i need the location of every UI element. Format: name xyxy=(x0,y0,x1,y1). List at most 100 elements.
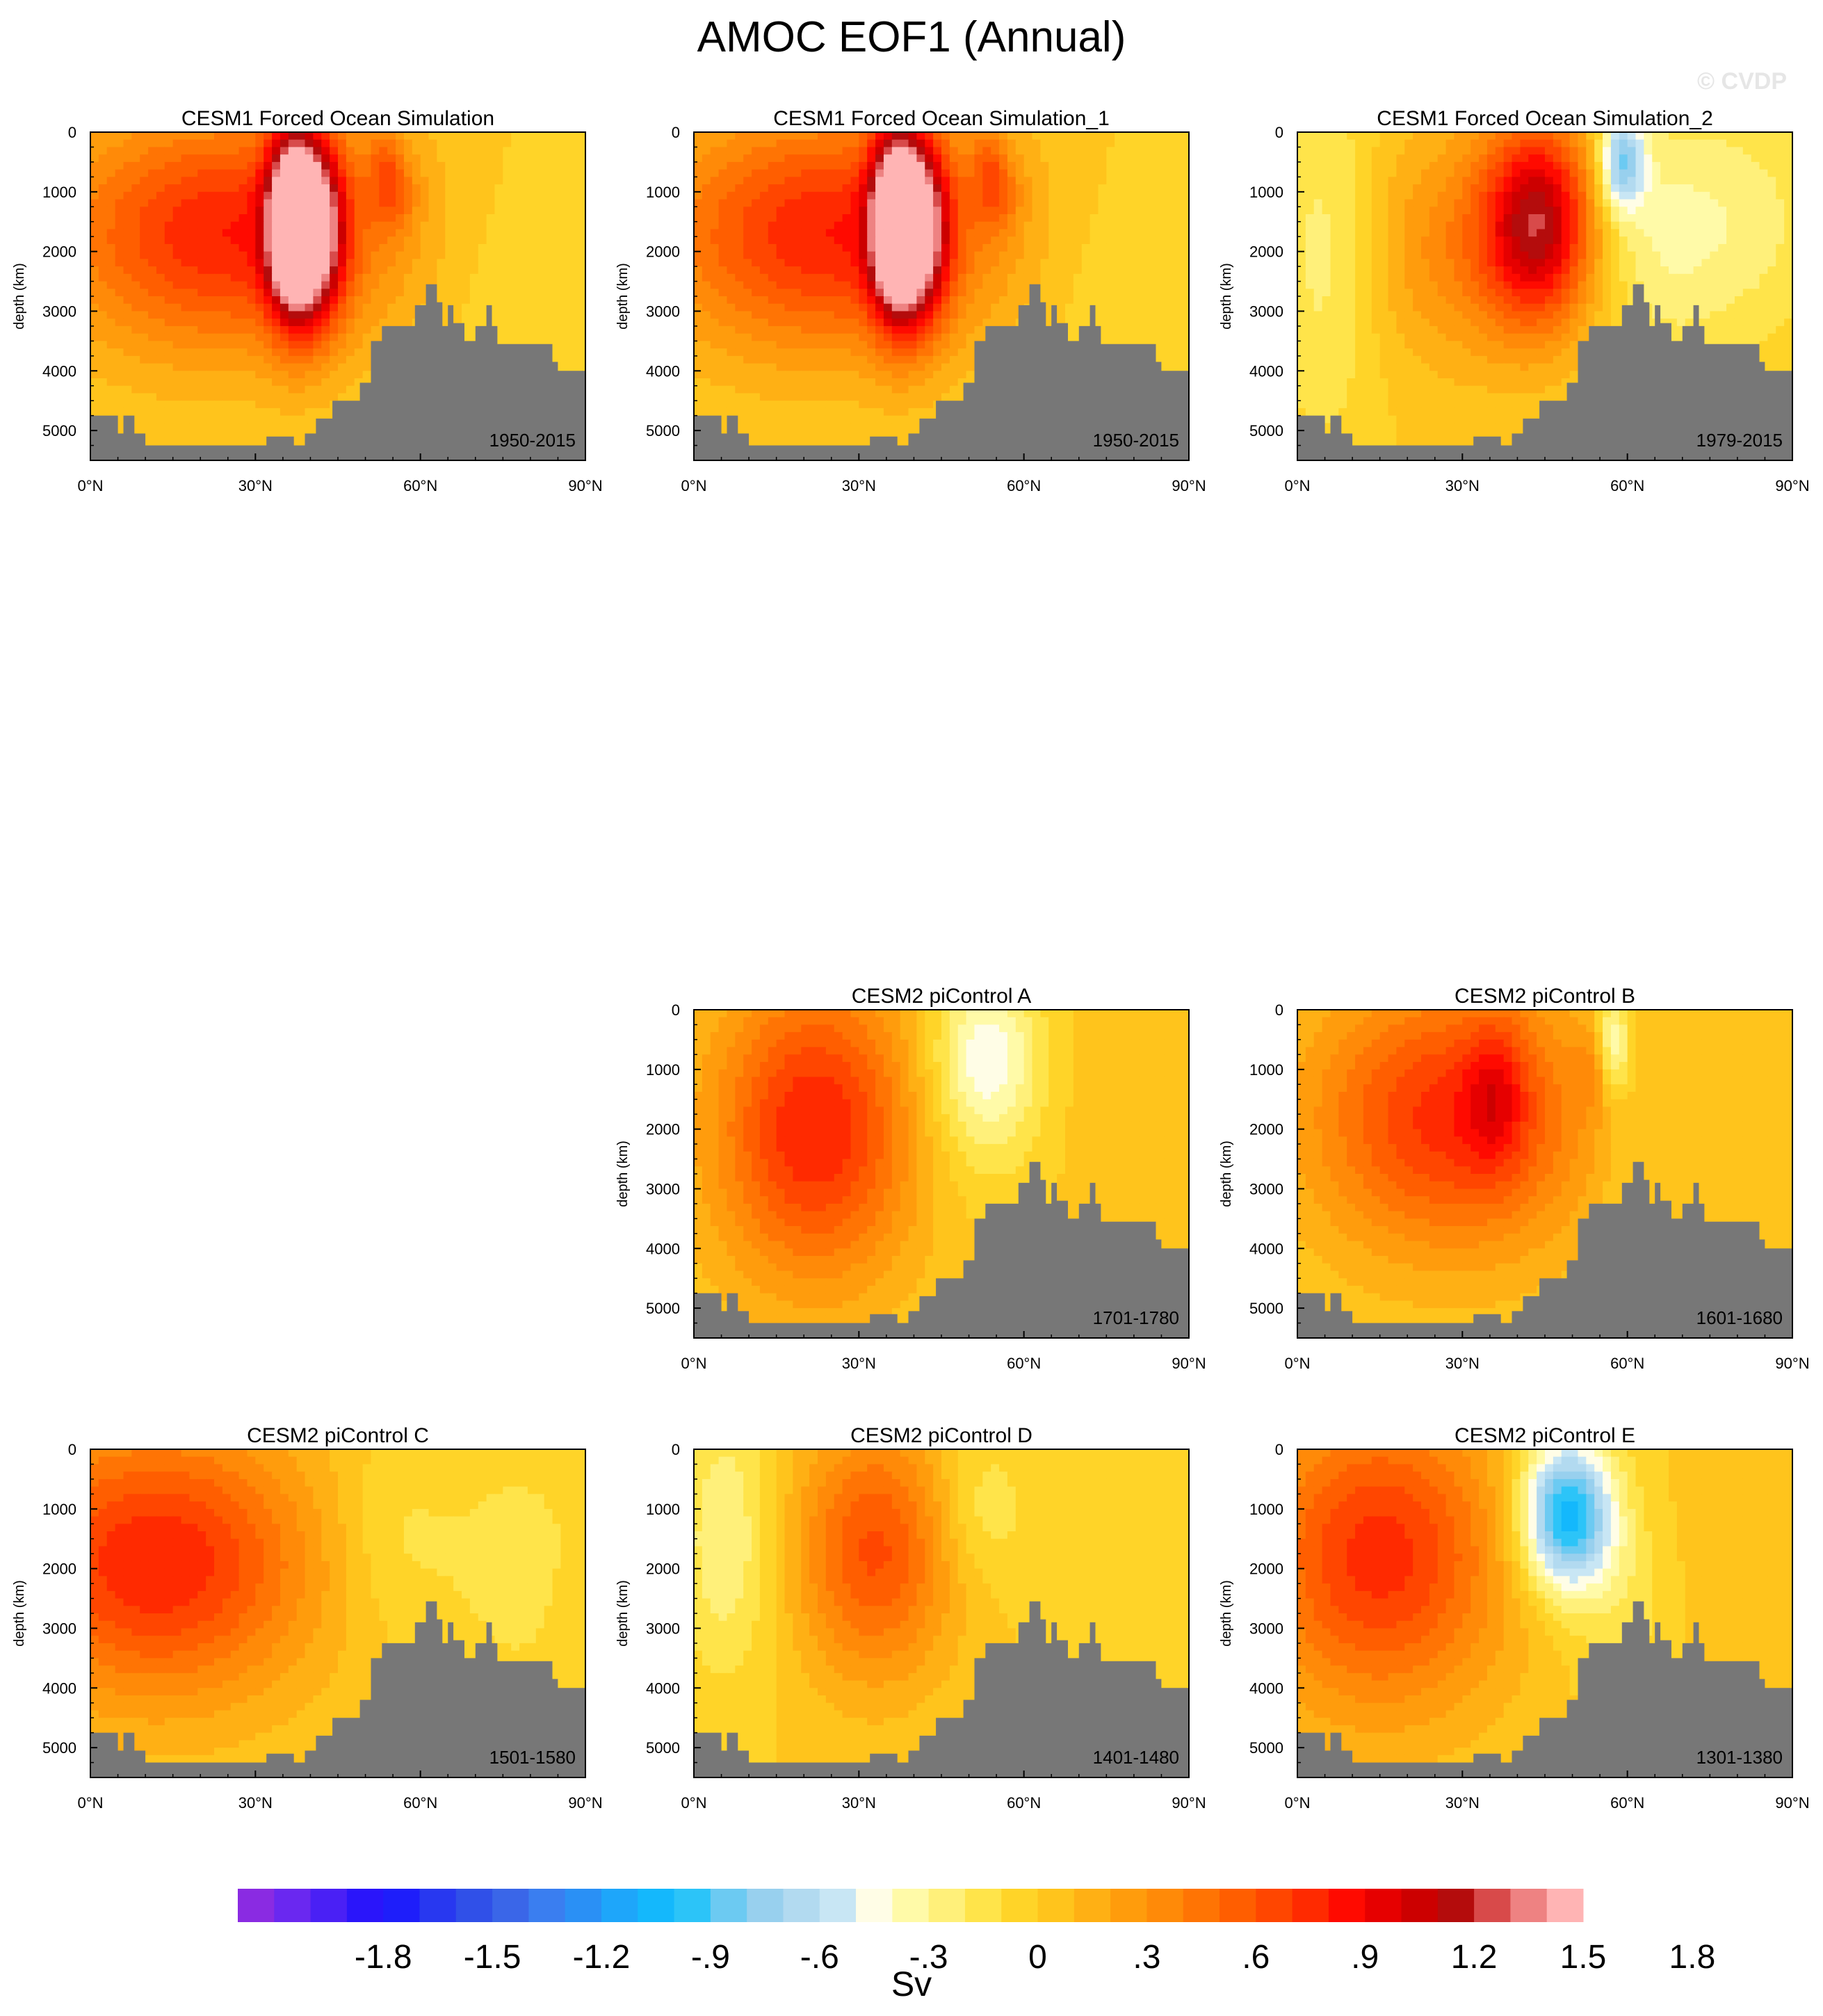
field-cell xyxy=(1089,214,1099,223)
field-cell xyxy=(247,430,256,439)
field-cell xyxy=(1106,207,1115,215)
field-cell xyxy=(834,311,843,319)
field-cell xyxy=(486,266,496,275)
field-cell xyxy=(197,430,206,439)
field-cell xyxy=(527,303,537,312)
field-cell xyxy=(560,161,569,170)
field-cell xyxy=(569,318,578,327)
field-cell xyxy=(966,139,975,148)
field-cell xyxy=(189,371,198,379)
field-cell xyxy=(338,281,347,289)
field-cell xyxy=(957,229,967,237)
field-cell xyxy=(330,259,339,267)
field-cell xyxy=(189,236,198,245)
field-cell xyxy=(875,243,884,252)
field-cell xyxy=(98,251,108,259)
field-cell xyxy=(801,243,810,252)
field-cell xyxy=(1023,243,1033,252)
field-cell xyxy=(544,154,553,163)
field-cell xyxy=(991,207,1000,215)
field-cell xyxy=(842,273,852,282)
field-cell xyxy=(206,184,215,193)
field-cell xyxy=(222,169,232,177)
field-cell xyxy=(966,161,975,170)
field-cell xyxy=(933,303,942,312)
field-cell xyxy=(503,281,512,289)
field-cell xyxy=(189,139,198,148)
field-cell xyxy=(387,221,396,230)
field-cell xyxy=(330,139,339,148)
field-cell xyxy=(1181,311,1190,319)
field-cell xyxy=(768,318,777,327)
field-cell xyxy=(197,393,206,401)
field-cell xyxy=(305,214,314,223)
field-cell xyxy=(412,177,421,185)
field-cell xyxy=(908,363,917,371)
field-cell xyxy=(123,199,132,207)
field-cell xyxy=(825,318,835,327)
field-cell xyxy=(759,348,769,357)
field-cell xyxy=(743,348,752,357)
field-cell xyxy=(279,147,289,155)
field-cell xyxy=(1164,243,1173,252)
field-cell xyxy=(396,296,405,305)
field-cell xyxy=(214,363,223,371)
field-cell xyxy=(702,154,711,163)
field-cell xyxy=(1073,325,1083,334)
field-cell xyxy=(1181,221,1190,230)
field-cell xyxy=(462,281,471,289)
field-cell xyxy=(148,147,157,155)
field-cell xyxy=(552,191,561,200)
field-cell xyxy=(98,296,108,305)
field-cell xyxy=(428,184,437,193)
field-cell xyxy=(197,273,206,282)
field-cell xyxy=(908,333,917,341)
field-cell xyxy=(346,259,355,267)
field-cell xyxy=(1098,207,1107,215)
field-cell xyxy=(949,378,959,387)
field-cell xyxy=(552,303,561,312)
field-cell xyxy=(1139,281,1149,289)
field-cell xyxy=(131,273,140,282)
field-cell xyxy=(1040,191,1049,200)
field-cell xyxy=(164,221,174,230)
field-cell xyxy=(469,199,479,207)
field-cell xyxy=(784,348,793,357)
field-cell xyxy=(156,385,165,394)
field-cell xyxy=(949,251,959,259)
field-cell xyxy=(735,214,744,223)
field-cell xyxy=(140,154,149,163)
field-cell xyxy=(1032,243,1041,252)
field-cell xyxy=(908,266,917,275)
field-cell xyxy=(560,341,569,349)
field-cell xyxy=(1164,266,1173,275)
field-cell xyxy=(420,259,430,267)
field-cell xyxy=(346,281,355,289)
field-cell xyxy=(1139,273,1149,282)
field-cell xyxy=(1123,236,1132,245)
field-cell xyxy=(577,333,586,341)
field-cell xyxy=(412,161,421,170)
field-cell xyxy=(305,311,314,319)
field-cell xyxy=(776,341,786,349)
field-cell xyxy=(793,355,802,364)
field-cell xyxy=(511,303,520,312)
field-cell xyxy=(305,348,314,357)
field-cell xyxy=(1007,177,1016,185)
field-cell xyxy=(991,251,1000,259)
field-cell xyxy=(164,378,174,387)
field-cell xyxy=(966,199,975,207)
field-cell xyxy=(818,363,827,371)
field-cell xyxy=(1172,273,1181,282)
field-cell xyxy=(891,251,901,259)
field-cell xyxy=(362,303,372,312)
field-cell xyxy=(1057,311,1066,319)
field-cell xyxy=(759,408,769,417)
field-cell xyxy=(279,236,289,245)
field-cell xyxy=(982,303,991,312)
field-cell xyxy=(1089,154,1099,163)
field-cell xyxy=(1147,273,1157,282)
field-cell xyxy=(1089,132,1099,140)
field-cell xyxy=(1123,207,1132,215)
field-cell xyxy=(115,281,124,289)
